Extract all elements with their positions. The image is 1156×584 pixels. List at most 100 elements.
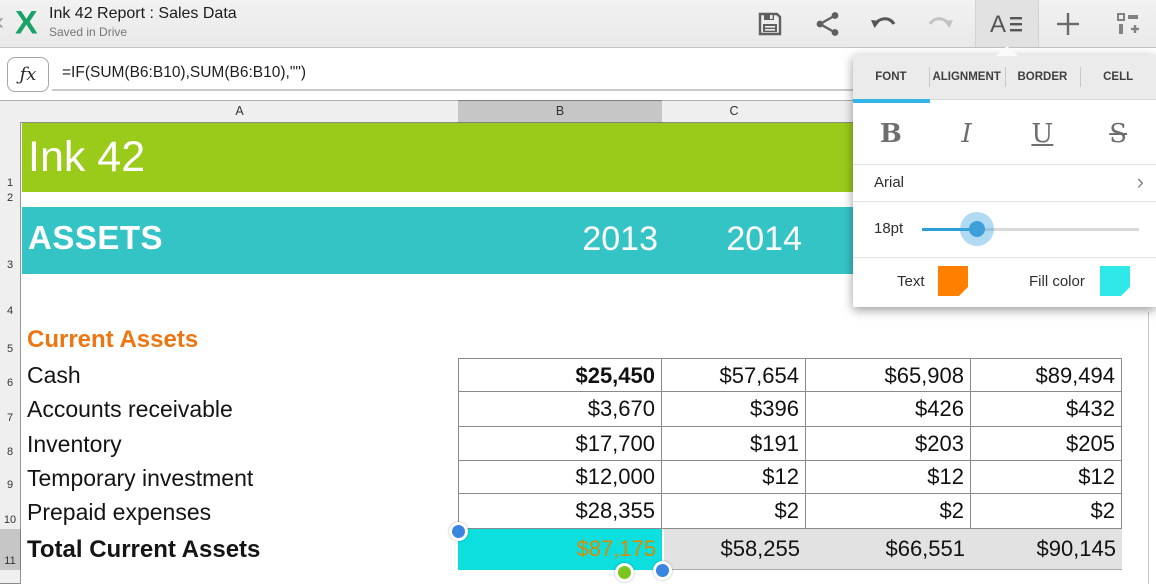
cell-e11[interactable]: $90,145 (971, 529, 1122, 570)
panel-caret (996, 46, 1018, 56)
cell-e7[interactable]: $432 (971, 392, 1122, 427)
row-header-11[interactable]: 11 (0, 529, 21, 571)
document-title: Ink 42 Report : Sales Data (49, 5, 237, 22)
font-size-slider-fill (922, 228, 977, 231)
strikethrough-button[interactable]: S (1109, 118, 1128, 149)
cell-d11[interactable]: $66,551 (806, 529, 971, 570)
underline-button[interactable]: U (1031, 118, 1054, 149)
cell-b6[interactable]: $25,450 (458, 358, 662, 392)
back-icon[interactable]: ‹ (0, 8, 4, 36)
undo-icon (869, 12, 899, 36)
undo-button[interactable] (856, 0, 912, 47)
color-row: Text Fill color (853, 257, 1156, 307)
column-header-a[interactable]: A (21, 100, 459, 123)
selection-handle-top-left[interactable] (449, 522, 468, 541)
text-color-label: Text (897, 273, 925, 290)
cell-e8[interactable]: $205 (971, 427, 1122, 461)
save-button[interactable] (742, 0, 798, 47)
share-button[interactable] (800, 0, 856, 47)
row-label[interactable]: Prepaid expenses (27, 499, 212, 525)
cell-e6[interactable]: $89,494 (971, 358, 1122, 392)
row-header-4[interactable]: 4 (0, 274, 21, 321)
svg-text:A: A (990, 11, 1006, 37)
cell-c8[interactable]: $191 (662, 427, 806, 461)
tab-font[interactable]: FONT (875, 71, 907, 83)
active-tab-indicator (853, 99, 930, 103)
total-row-label[interactable]: Total Current Assets (27, 536, 261, 563)
cell-c10[interactable]: $2 (662, 494, 806, 529)
autofill-handle[interactable] (615, 563, 634, 582)
row-header-6[interactable]: 6 (0, 358, 21, 393)
divider (853, 257, 1156, 258)
save-icon (757, 11, 783, 37)
top-app-bar: ‹ X Ink 42 Report : Sales Data Saved in … (0, 0, 1156, 48)
add-button[interactable] (1040, 0, 1096, 47)
font-size-row: 18pt (853, 201, 1156, 257)
row-header-3[interactable]: 3 (0, 207, 21, 275)
tab-alignment[interactable]: ALIGNMENT (928, 55, 1005, 99)
row-header-7[interactable]: 7 (0, 392, 21, 428)
tab-border[interactable]: BORDER (1004, 55, 1081, 99)
row-header-10[interactable]: 10 (0, 494, 21, 530)
fill-color-label: Fill color (1029, 273, 1085, 290)
bold-button[interactable]: B (879, 118, 902, 149)
selected-cell-b11[interactable]: $87,175 (458, 529, 662, 570)
redo-button[interactable] (912, 0, 968, 47)
row-label[interactable]: Temporary investment (27, 465, 254, 491)
column-header-b[interactable]: B (458, 100, 663, 123)
text-color-swatch[interactable] (938, 266, 968, 296)
tab-cell[interactable]: CELL (1080, 55, 1156, 99)
insert-cells-icon (1114, 10, 1142, 38)
row-header-9[interactable]: 9 (0, 461, 21, 495)
row-header-1[interactable]: 1 (0, 122, 21, 193)
format-text-button[interactable]: A (975, 0, 1039, 47)
year-2013-cell[interactable]: 2013 (582, 220, 658, 258)
fill-color-swatch[interactable] (1100, 266, 1130, 296)
cell-c7[interactable]: $396 (662, 392, 806, 427)
share-icon (815, 11, 841, 37)
font-size-slider-track[interactable] (922, 228, 1139, 231)
row-header-5[interactable]: 5 (0, 320, 21, 359)
selection-handle-bottom-right[interactable] (653, 561, 672, 580)
cell-d6[interactable]: $65,908 (806, 358, 971, 392)
row-header-8[interactable]: 8 (0, 427, 21, 462)
cell-b9[interactable]: $12,000 (458, 461, 662, 494)
cell-c11[interactable]: $58,255 (662, 529, 806, 570)
fx-button[interactable]: ƒx (7, 57, 49, 92)
font-family-row[interactable]: Arial › (853, 165, 1156, 201)
corner-header[interactable] (0, 100, 22, 123)
cell-b7[interactable]: $3,670 (458, 392, 662, 427)
row-label[interactable]: Accounts receivable (27, 396, 233, 422)
cell-d7[interactable]: $426 (806, 392, 971, 427)
column-header-c[interactable]: C (662, 100, 807, 123)
format-text-icon: A (990, 11, 1024, 37)
current-assets-label[interactable]: Current Assets (27, 326, 199, 353)
formula-input-underline (52, 89, 1140, 91)
cell-d9[interactable]: $12 (806, 461, 971, 494)
divider (853, 201, 1156, 202)
cell-e10[interactable]: $2 (971, 494, 1122, 529)
row-header-2[interactable]: 2 (0, 192, 21, 208)
cell-d8[interactable]: $203 (806, 427, 971, 461)
cell-d10[interactable]: $2 (806, 494, 971, 529)
row-label[interactable]: Inventory (27, 431, 122, 457)
formula-input[interactable]: =IF(SUM(B6:B10),SUM(B6:B10),"") (62, 64, 306, 81)
format-panel-tabs: FONT ALIGNMENT BORDER CELL (853, 55, 1156, 100)
redo-icon (925, 12, 955, 36)
divider (853, 164, 1156, 165)
italic-button[interactable]: I (961, 118, 972, 149)
row-header-12[interactable] (0, 570, 21, 584)
font-size-value: 18pt (874, 220, 904, 237)
insert-cells-button[interactable] (1100, 0, 1156, 47)
year-2014-cell[interactable]: 2014 (726, 220, 802, 258)
font-size-slider-thumb[interactable] (969, 221, 985, 237)
row-label[interactable]: Cash (27, 362, 81, 388)
cell-b10[interactable]: $28,355 (458, 494, 662, 529)
cell-e9[interactable]: $12 (971, 461, 1122, 494)
cell-c9[interactable]: $12 (662, 461, 806, 494)
format-panel: FONT ALIGNMENT BORDER CELL B I U S Arial… (853, 55, 1156, 307)
cell-b8[interactable]: $17,700 (458, 427, 662, 461)
cell-c6[interactable]: $57,654 (662, 358, 806, 392)
font-name-value: Arial (874, 174, 905, 191)
